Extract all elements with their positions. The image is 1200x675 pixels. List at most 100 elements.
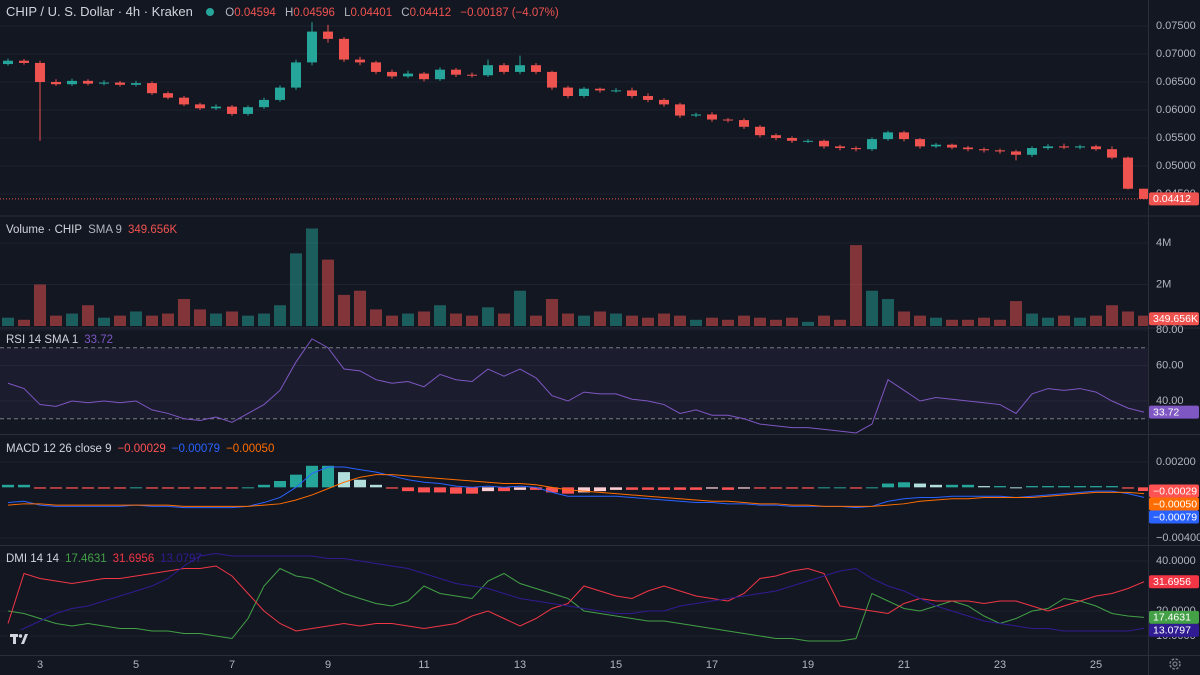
value-tag bbox=[1149, 575, 1199, 589]
candle-body bbox=[35, 62, 45, 82]
volume-bar bbox=[1042, 317, 1054, 326]
volume-bar bbox=[786, 317, 798, 326]
histogram-bar bbox=[146, 487, 158, 489]
series-line bbox=[7, 567, 1145, 642]
candle-body bbox=[371, 62, 381, 72]
panel bbox=[0, 461, 1148, 539]
candle-body bbox=[83, 80, 93, 84]
volume-bar bbox=[290, 253, 302, 326]
series-line bbox=[7, 565, 1145, 632]
candle-body bbox=[179, 97, 189, 105]
histogram-bar bbox=[914, 483, 926, 488]
volume-bar bbox=[258, 313, 270, 326]
ohlc-key: O bbox=[225, 7, 235, 19]
candle-body bbox=[19, 60, 29, 63]
candle-body bbox=[803, 140, 813, 142]
volume-bar bbox=[354, 290, 366, 326]
volume-bar bbox=[1026, 313, 1038, 326]
volume-bar bbox=[34, 284, 46, 326]
ohlc-value: 0.04594 bbox=[234, 7, 276, 19]
candle-body bbox=[579, 88, 589, 96]
volume-bar bbox=[418, 311, 430, 326]
volume-bar bbox=[386, 315, 398, 326]
histogram-bar bbox=[2, 484, 14, 488]
candle-body bbox=[547, 71, 557, 88]
candle-body bbox=[131, 83, 141, 85]
volume-bar bbox=[578, 315, 590, 326]
gear[interactable] bbox=[1169, 658, 1181, 670]
histogram-bar bbox=[818, 487, 830, 489]
legend-value: −0.00079 bbox=[171, 443, 221, 455]
histogram-bar bbox=[450, 487, 462, 494]
candle-body bbox=[835, 146, 845, 149]
change: −0.00187 bbox=[460, 7, 509, 19]
histogram-bar bbox=[978, 486, 990, 488]
candle-body bbox=[931, 144, 941, 147]
candle-body bbox=[915, 139, 925, 147]
x-tick-label: 17 bbox=[706, 659, 718, 671]
candle-body bbox=[739, 120, 749, 127]
histogram-bar bbox=[66, 487, 78, 489]
price-legend: CHIP / U. S. Dollar · 4h · Kraken O0.045… bbox=[6, 4, 565, 19]
panel bbox=[0, 329, 1148, 434]
volume-legend: Volume · CHIP SMA 9 349.656K bbox=[6, 224, 183, 236]
y-tick-label: 0.07500 bbox=[1156, 20, 1196, 32]
histogram-bar bbox=[946, 484, 958, 488]
histogram-bar bbox=[1042, 486, 1054, 488]
histogram-bar bbox=[242, 487, 254, 489]
histogram-bar bbox=[770, 487, 782, 489]
value-tag bbox=[1149, 192, 1199, 206]
candle-body bbox=[899, 132, 909, 140]
candle-body bbox=[643, 95, 653, 100]
value-tag bbox=[1149, 510, 1199, 524]
y-tick-label: 0.05500 bbox=[1156, 132, 1196, 144]
histogram-bar bbox=[466, 487, 478, 494]
legend-value: 33.72 bbox=[84, 334, 114, 346]
histogram-bar bbox=[418, 487, 430, 493]
settings-icon[interactable] bbox=[1169, 658, 1181, 670]
histogram-bar bbox=[50, 487, 62, 489]
histogram-bar bbox=[1058, 486, 1070, 488]
x-tick-label: 11 bbox=[418, 659, 429, 671]
gear-hub[interactable] bbox=[1172, 661, 1178, 667]
volume-bar bbox=[658, 313, 670, 326]
volume-bar bbox=[802, 321, 814, 326]
candle-body bbox=[387, 71, 397, 77]
ohlc-value: 0.04596 bbox=[293, 7, 335, 19]
candle-body bbox=[467, 74, 477, 76]
histogram-bar bbox=[338, 472, 350, 488]
volume-bar bbox=[978, 317, 990, 326]
volume-bar bbox=[834, 319, 846, 326]
candle-body bbox=[627, 90, 637, 96]
histogram-bar bbox=[98, 487, 110, 489]
candle-body bbox=[851, 148, 861, 150]
x-tick-label: 13 bbox=[514, 659, 526, 671]
candle-body bbox=[979, 149, 989, 151]
candle-body bbox=[419, 73, 429, 80]
series-line bbox=[7, 466, 1145, 509]
candle-body bbox=[995, 150, 1005, 152]
y-tick-label: 0.05000 bbox=[1156, 160, 1196, 172]
dmi-legend: DMI 14 14 17.4631 31.6956 13.0797 bbox=[6, 553, 208, 565]
volume-bar bbox=[130, 311, 142, 326]
candle-body bbox=[3, 60, 13, 65]
candle-body bbox=[211, 106, 221, 109]
x-tick-label: 5 bbox=[133, 659, 139, 671]
histogram-bar bbox=[786, 487, 798, 489]
candle-body bbox=[1011, 151, 1021, 155]
volume-bar bbox=[2, 317, 14, 326]
volume-bar bbox=[434, 305, 446, 326]
candle-body bbox=[499, 65, 509, 72]
histogram-bar bbox=[658, 487, 670, 490]
candle-body bbox=[243, 107, 253, 114]
volume-bar bbox=[50, 315, 62, 326]
volume-bar bbox=[178, 299, 190, 326]
volume-bar bbox=[162, 313, 174, 326]
candle-body bbox=[403, 73, 413, 77]
volume-bar bbox=[242, 315, 254, 326]
volume-bar bbox=[994, 319, 1006, 326]
ohlc-value: 0.04401 bbox=[350, 7, 393, 19]
candle-body bbox=[227, 106, 237, 114]
logo-bg bbox=[8, 630, 30, 648]
